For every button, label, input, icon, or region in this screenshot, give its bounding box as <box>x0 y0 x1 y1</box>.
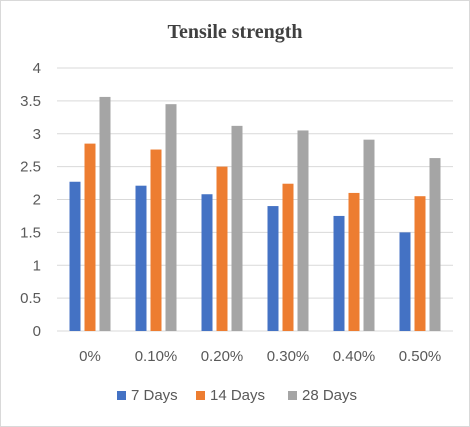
bar <box>135 185 147 331</box>
legend-label: 7 Days <box>131 387 178 404</box>
bar <box>348 192 360 331</box>
legend-label: 28 Days <box>302 387 357 404</box>
y-axis-ticks: 0 0.5 1 1.5 2 2.5 3 3.5 4 <box>20 60 41 340</box>
bar <box>282 183 294 331</box>
x-tick-label: 0.30% <box>267 348 310 365</box>
y-tick-label: 1.5 <box>20 224 41 241</box>
legend-swatch <box>196 391 205 400</box>
legend: 7 Days 14 Days 28 Days <box>117 387 357 404</box>
bar <box>399 232 411 331</box>
bar <box>201 194 213 331</box>
bar <box>333 215 345 331</box>
bar <box>216 166 228 331</box>
legend-swatch <box>117 391 126 400</box>
x-tick-label: 0.40% <box>333 348 376 365</box>
bar <box>363 139 375 331</box>
legend-swatch <box>288 391 297 400</box>
y-tick-label: 2.5 <box>20 159 41 176</box>
y-tick-label: 4 <box>33 60 41 77</box>
bar <box>165 104 177 331</box>
bar <box>297 130 309 331</box>
bar <box>150 149 162 331</box>
bar <box>267 206 279 331</box>
bar <box>99 96 111 332</box>
bar <box>429 158 441 331</box>
bar <box>84 143 96 331</box>
y-tick-label: 0 <box>33 323 41 340</box>
bar <box>414 196 426 331</box>
x-tick-label: 0% <box>79 348 101 365</box>
chart-title: Tensile strength <box>167 21 302 43</box>
bars <box>69 96 441 332</box>
legend-label: 14 Days <box>210 387 265 404</box>
y-tick-label: 0.5 <box>20 290 41 307</box>
gridlines <box>57 67 453 332</box>
y-tick-label: 1 <box>33 257 41 274</box>
y-tick-label: 3 <box>33 126 41 143</box>
y-tick-label: 2 <box>33 192 41 209</box>
x-tick-label: 0.20% <box>201 348 244 365</box>
x-tick-label: 0.50% <box>399 348 442 365</box>
x-axis-ticks: 0% 0.10% 0.20% 0.30% 0.40% 0.50% <box>79 348 441 365</box>
bar <box>69 181 81 331</box>
x-tick-label: 0.10% <box>135 348 178 365</box>
bar <box>231 125 243 331</box>
y-tick-label: 3.5 <box>20 93 41 110</box>
